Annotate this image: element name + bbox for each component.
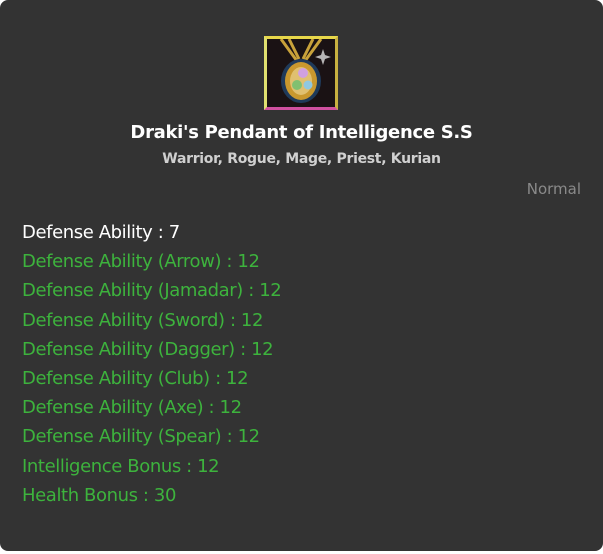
stat-line: Defense Ability (Jamadar) : 12	[22, 280, 282, 302]
stat-line: Defense Ability (Axe) : 12	[22, 397, 242, 419]
item-classes: Warrior, Rogue, Mage, Priest, Kurian	[162, 151, 441, 167]
stat-line: Defense Ability (Sword) : 12	[22, 309, 264, 331]
stat-line: Defense Ability (Dagger) : 12	[22, 338, 274, 360]
stat-list: Defense Ability : 7 Defense Ability (Arro…	[22, 218, 282, 510]
item-grade: Normal	[526, 180, 581, 198]
stat-line: Health Bonus : 30	[22, 484, 176, 506]
stat-line: Defense Ability (Arrow) : 12	[22, 251, 260, 273]
pendant-icon	[264, 36, 338, 110]
stat-line: Defense Ability (Club) : 12	[22, 368, 249, 390]
item-name: Draki's Pendant of Intelligence S.S	[130, 122, 473, 143]
stat-line: Defense Ability (Spear) : 12	[22, 426, 260, 448]
stat-line: Intelligence Bonus : 12	[22, 455, 220, 477]
stat-line: Defense Ability : 7	[22, 222, 180, 243]
